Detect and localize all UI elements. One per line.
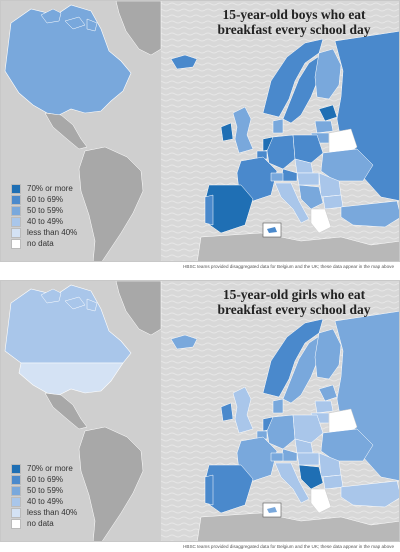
latvia [314,120,334,134]
great-britain [232,106,254,154]
legend-item: 60 to 69% [11,194,77,205]
greece [310,208,332,234]
portugal [204,194,214,226]
legend-swatch [11,238,21,249]
girls-legend: 70% or more 60 to 69% 50 to 59% 40 to 49… [11,463,77,529]
portugal [204,474,214,506]
legend-label: 70% or more [27,184,73,193]
poland [292,134,324,164]
greece [310,488,332,514]
iceland [170,54,198,70]
boys-legend: 70% or more 60 to 69% 50 to 59% 40 to 49… [11,183,77,249]
estonia [318,104,338,122]
legend-item: 60 to 69% [11,474,77,485]
poland [292,414,324,444]
girls-map [1,281,399,541]
great-britain [232,386,254,434]
central-america [44,392,88,430]
arctic-islands [40,8,98,32]
legend-label: less than 40% [27,228,78,237]
boys-map [1,1,399,261]
legend-item: no data [11,518,77,529]
girls-title-line2: breakfast every school day [217,302,371,317]
legend-item: 50 to 59% [11,485,77,496]
legend-label: 40 to 49% [27,497,64,506]
switzerland [270,172,284,182]
legend-label: 70% or more [27,464,73,473]
legend-swatch [11,227,21,238]
france [236,156,278,202]
legend-item: less than 40% [11,507,77,518]
legend-label: 40 to 49% [27,217,64,226]
legend-swatch [11,205,21,216]
boys-title-line2: breakfast every school day [217,22,371,37]
arctic-islands [40,288,98,312]
denmark [272,118,284,134]
legend-item: 50 to 59% [11,205,77,216]
turkey [340,480,399,508]
legend-swatch [11,474,21,485]
ukraine [320,428,374,462]
legend-swatch [11,216,21,227]
hungary [296,452,320,466]
balkans [298,464,324,490]
denmark [272,398,284,414]
boys-title-line1: 15-year-old boys who eat [222,7,366,22]
finland [314,48,342,100]
girls-title-line1: 15-year-old girls who eat [222,287,366,302]
greenland [115,281,162,336]
latvia [314,400,334,414]
boys-map-title: 15-year-old boys who eat breakfast every… [199,7,389,37]
ukraine [320,148,374,182]
legend-label: 50 to 59% [27,486,64,495]
balkans [298,184,324,210]
bulgaria [322,474,344,490]
legend-swatch [11,183,21,194]
ireland [220,402,234,422]
legend-label: less than 40% [27,508,78,517]
italy [274,182,310,224]
belgium [256,430,268,440]
france [236,436,278,482]
ireland [220,122,234,142]
legend-label: 60 to 69% [27,475,64,484]
boys-footnote: HBSC teams provided disaggregated data f… [183,264,394,269]
legend-item: 40 to 49% [11,216,77,227]
girls-map-panel: 15-year-old girls who eat breakfast ever… [0,280,400,542]
legend-swatch [11,485,21,496]
south-america [78,146,144,261]
legend-swatch [11,463,21,474]
legend-item: less than 40% [11,227,77,238]
legend-label: 50 to 59% [27,206,64,215]
finland [314,328,342,380]
italy [274,462,310,504]
legend-swatch [11,496,21,507]
legend-item: 40 to 49% [11,496,77,507]
legend-label: no data [27,519,54,528]
legend-item: 70% or more [11,463,77,474]
belgium [256,150,268,160]
iceland [170,334,198,350]
turkey [340,200,399,228]
legend-swatch [11,194,21,205]
usa [18,362,124,396]
legend-swatch [11,518,21,529]
boys-map-panel: 15-year-old boys who eat breakfast every… [0,0,400,262]
switzerland [270,452,284,462]
central-america [44,112,88,150]
girls-map-title: 15-year-old girls who eat breakfast ever… [199,287,389,317]
south-america [78,426,144,541]
legend-item: 70% or more [11,183,77,194]
malta [267,507,277,513]
legend-item: no data [11,238,77,249]
legend-label: no data [27,239,54,248]
bulgaria [322,194,344,210]
legend-label: 60 to 69% [27,195,64,204]
greenland [115,1,162,56]
malta [267,227,277,233]
hungary [296,172,320,186]
girls-footnote: HBSC teams provided disaggregated data f… [183,544,394,549]
estonia [318,384,338,402]
legend-swatch [11,507,21,518]
